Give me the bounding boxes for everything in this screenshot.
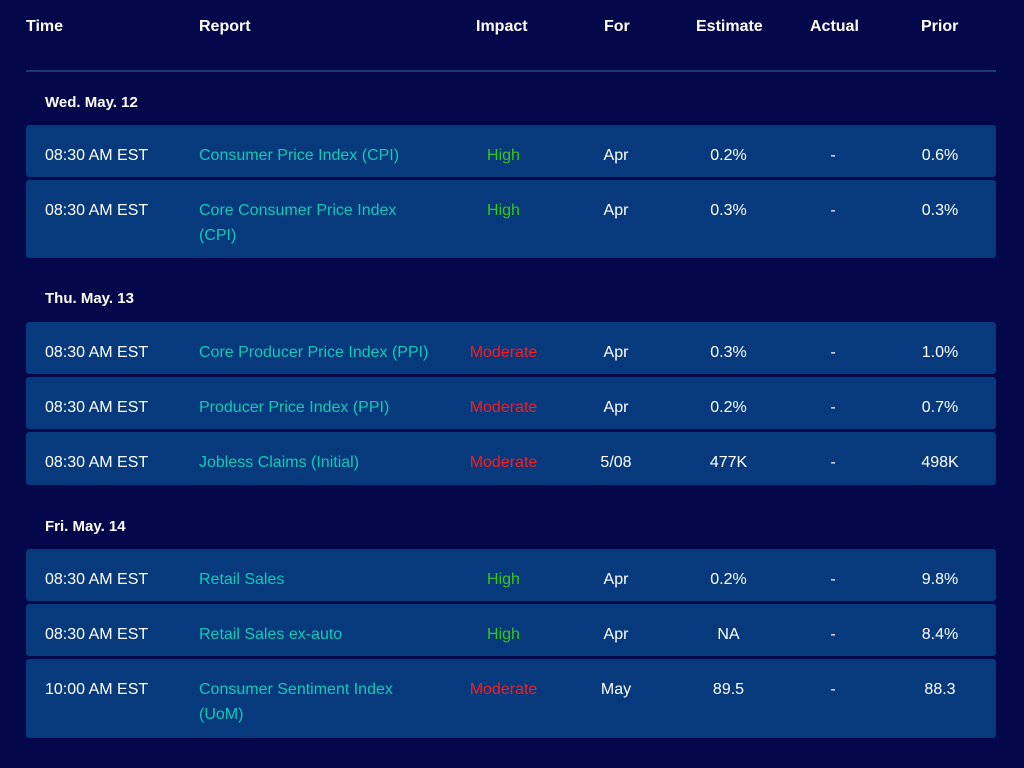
estimate-cell: 89.5: [712, 681, 745, 698]
prior-cell: 0.3%: [921, 202, 959, 219]
for-cell: Apr: [603, 571, 629, 588]
actual-cell: -: [830, 626, 836, 643]
impact-badge: High: [487, 202, 520, 219]
time-cell: 08:30 AM EST: [45, 147, 149, 164]
table-row[interactable]: 10:00 AM EST Consumer Sentiment Index (U…: [26, 659, 996, 738]
actual-cell: -: [830, 571, 836, 588]
time-cell: 08:30 AM EST: [45, 399, 149, 416]
for-cell: 5/08: [600, 454, 632, 471]
for-cell: Apr: [603, 202, 629, 219]
time-cell: 08:30 AM EST: [45, 344, 149, 361]
impact-badge: Moderate: [469, 399, 538, 416]
actual-cell: -: [830, 399, 836, 416]
estimate-cell: 0.3%: [710, 202, 747, 219]
table-header: Time Report Impact For Estimate Actual P…: [0, 0, 1024, 70]
report-link[interactable]: Retail Sales: [199, 571, 285, 588]
for-cell: Apr: [603, 626, 629, 643]
time-cell: 08:30 AM EST: [45, 202, 149, 219]
time-cell: 08:30 AM EST: [45, 454, 149, 471]
date-heading: Thu. May. 13: [45, 290, 134, 307]
table-row[interactable]: 08:30 AM EST Jobless Claims (Initial) Mo…: [26, 432, 996, 485]
impact-badge: High: [487, 626, 520, 643]
report-link[interactable]: Producer Price Index (PPI): [199, 399, 390, 416]
column-header-for[interactable]: For: [604, 18, 630, 35]
impact-badge: Moderate: [469, 681, 538, 698]
for-cell: Apr: [603, 399, 629, 416]
prior-cell: 8.4%: [921, 626, 959, 643]
report-link[interactable]: Consumer Price Index (CPI): [199, 147, 400, 164]
estimate-cell: 0.2%: [710, 147, 747, 164]
estimate-cell: 0.3%: [710, 344, 747, 361]
table-row[interactable]: 08:30 AM EST Retail Sales ex-auto High A…: [26, 604, 996, 656]
report-link[interactable]: Retail Sales ex-auto: [199, 626, 343, 643]
prior-cell: 498K: [921, 454, 959, 471]
table-row[interactable]: 08:30 AM EST Producer Price Index (PPI) …: [26, 377, 996, 429]
time-cell: 10:00 AM EST: [45, 681, 149, 698]
date-heading: Fri. May. 14: [45, 518, 126, 535]
prior-cell: 9.8%: [921, 571, 959, 588]
actual-cell: -: [830, 454, 836, 471]
time-cell: 08:30 AM EST: [45, 626, 149, 643]
column-header-prior[interactable]: Prior: [921, 18, 959, 35]
report-link[interactable]: Consumer Sentiment Index (UoM): [199, 681, 393, 723]
actual-cell: -: [830, 344, 836, 361]
impact-badge: Moderate: [469, 454, 538, 471]
column-header-report[interactable]: Report: [199, 18, 251, 35]
column-header-time[interactable]: Time: [26, 18, 64, 35]
for-cell: May: [600, 681, 632, 698]
table-row[interactable]: 08:30 AM EST Retail Sales High Apr 0.2% …: [26, 549, 996, 601]
table-row[interactable]: 08:30 AM EST Consumer Price Index (CPI) …: [26, 125, 996, 177]
report-link[interactable]: Core Producer Price Index (PPI): [199, 344, 429, 361]
actual-cell: -: [830, 681, 836, 698]
column-header-estimate[interactable]: Estimate: [696, 18, 763, 35]
for-cell: Apr: [603, 147, 629, 164]
prior-cell: 88.3: [924, 681, 956, 698]
table-row[interactable]: 08:30 AM EST Core Consumer Price Index (…: [26, 180, 996, 258]
impact-badge: High: [487, 571, 520, 588]
column-header-actual[interactable]: Actual: [810, 18, 859, 35]
impact-badge: Moderate: [469, 344, 538, 361]
report-link[interactable]: Jobless Claims (Initial): [199, 454, 360, 471]
impact-badge: High: [487, 147, 520, 164]
prior-cell: 0.6%: [921, 147, 959, 164]
actual-cell: -: [830, 147, 836, 164]
report-link[interactable]: Core Consumer Price Index (CPI): [199, 202, 397, 244]
for-cell: Apr: [603, 344, 629, 361]
time-cell: 08:30 AM EST: [45, 571, 149, 588]
header-divider: [26, 70, 996, 72]
column-header-impact[interactable]: Impact: [476, 18, 528, 35]
estimate-cell: NA: [717, 626, 740, 643]
date-heading: Wed. May. 12: [45, 94, 138, 111]
prior-cell: 0.7%: [921, 399, 959, 416]
actual-cell: -: [830, 202, 836, 219]
estimate-cell: 0.2%: [710, 571, 747, 588]
estimate-cell: 477K: [709, 454, 748, 471]
estimate-cell: 0.2%: [710, 399, 747, 416]
prior-cell: 1.0%: [921, 344, 959, 361]
table-row[interactable]: 08:30 AM EST Core Producer Price Index (…: [26, 322, 996, 374]
